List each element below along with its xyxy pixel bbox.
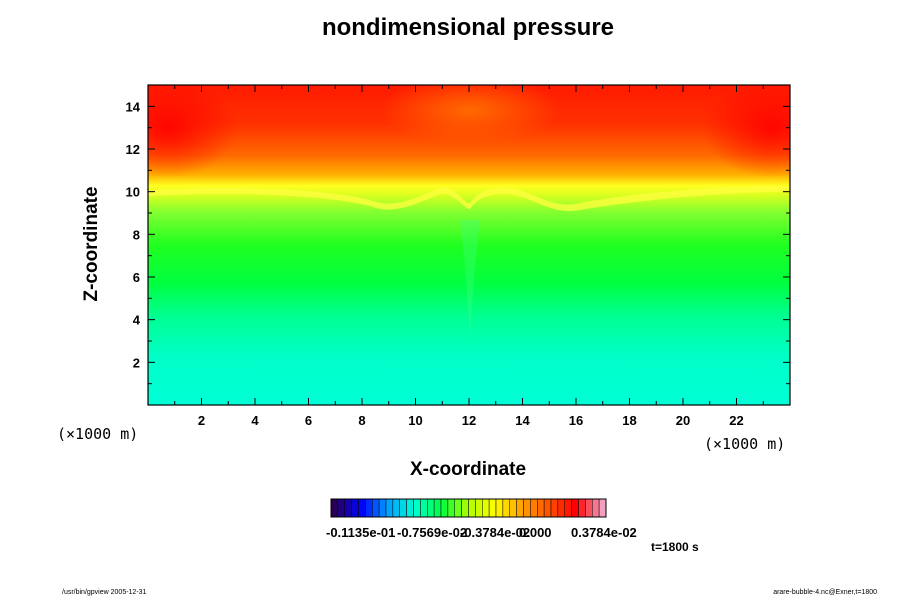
x-tick-label: 16 (569, 413, 583, 428)
colorbar-cell (330, 498, 339, 518)
x-axis-ticks: 2 4 6 8 10 12 14 16 18 20 22 (174, 85, 764, 428)
colorbar-cell (571, 498, 579, 518)
x-tick-label: 12 (462, 413, 476, 428)
colorbar-cell (598, 498, 607, 518)
colorbar-tick-label: 0.3784e-02 (571, 525, 637, 540)
colorbar-cell (488, 498, 497, 518)
x-tick-label: 2 (198, 413, 205, 428)
colorbar-cell (495, 498, 504, 518)
colorbar-tick-label: -0.3784e-02 (460, 525, 531, 540)
colorbar-frame (330, 498, 607, 518)
x-tick-label: 22 (729, 413, 743, 428)
x-axis-label: X-coordinate (409, 459, 527, 480)
colorbar-cell (502, 498, 510, 518)
colorbar-cell (440, 498, 449, 518)
x-tick-label: 4 (251, 413, 259, 428)
x-tick-label: 18 (622, 413, 636, 428)
colorbar-cell (385, 498, 394, 518)
colorbar-cell (592, 498, 600, 518)
y-axis-label: Z-coordinate (81, 186, 102, 302)
colorbar-cell (358, 498, 366, 518)
colorbar-cell (550, 498, 559, 518)
y-tick-label: 12 (126, 142, 140, 157)
y-axis-ticks: 2 4 6 8 10 12 14 (126, 99, 790, 385)
colorbar-cell (406, 498, 414, 518)
y-tick-label: 2 (133, 355, 140, 370)
y-tick-label: 10 (126, 185, 140, 200)
colorbar-cell (543, 498, 552, 518)
y-axis-unit: (×1000 m) (57, 425, 139, 443)
colorbar-tick-label: -0.1135e-01 (326, 525, 396, 540)
x-tick-label: 6 (305, 413, 312, 428)
x-axis-unit: (×1000 m) (704, 435, 786, 453)
colorbar-cell (427, 498, 435, 518)
colorbar-cell (454, 498, 462, 518)
colorbar-cell (585, 498, 593, 518)
y-tick-label: 8 (133, 227, 140, 242)
colorbar-tick-label: 0.000 (519, 525, 552, 540)
footer-command: /usr/bin/gpview 2005-12-31 (62, 589, 147, 596)
colorbar-cell (578, 498, 586, 518)
colorbar-cell (433, 498, 442, 518)
colorbar-cell (523, 498, 531, 518)
y-tick-label: 14 (126, 99, 141, 114)
chart-title: nondimensional pressure (321, 14, 615, 41)
colorbar-cell (530, 498, 538, 518)
footer-source: arare-bubble-4.nc@Exner,t=1800 (773, 589, 877, 596)
colorbar-cell (537, 498, 545, 518)
colorbar-cell (413, 498, 421, 518)
colorbar-cell (564, 498, 572, 518)
colorbar-cell (351, 498, 359, 518)
colorbar-cell (557, 498, 565, 518)
colorbar-cell (461, 498, 469, 518)
colorbar-cell (468, 498, 476, 518)
colorbar-cell (378, 498, 387, 518)
colorbar-cell (392, 498, 400, 518)
colorbar-cell (372, 498, 380, 518)
colorbar-cell (482, 498, 490, 518)
colorbar-cell (365, 498, 373, 518)
time-label: t=1800 s (651, 540, 699, 554)
colorbar-cell (337, 498, 345, 518)
y-tick-label: 4 (133, 313, 141, 328)
colorbar-cell (516, 498, 524, 518)
colorbar-cell (509, 498, 517, 518)
colorbar-tick-label: -0.7569e-02 (397, 525, 468, 540)
pressure-field (148, 85, 790, 405)
colorbar-cell (420, 498, 428, 518)
y-tick-label: 6 (133, 270, 140, 285)
colorbar-cell (475, 498, 483, 518)
x-tick-label: 14 (515, 413, 530, 428)
colorbar-cell (447, 498, 455, 518)
x-tick-label: 8 (358, 413, 365, 428)
colorbar-cell (344, 498, 352, 518)
colorbar (330, 498, 607, 518)
x-tick-label: 20 (676, 413, 690, 428)
colorbar-cell (399, 498, 407, 518)
x-tick-label: 10 (408, 413, 422, 428)
